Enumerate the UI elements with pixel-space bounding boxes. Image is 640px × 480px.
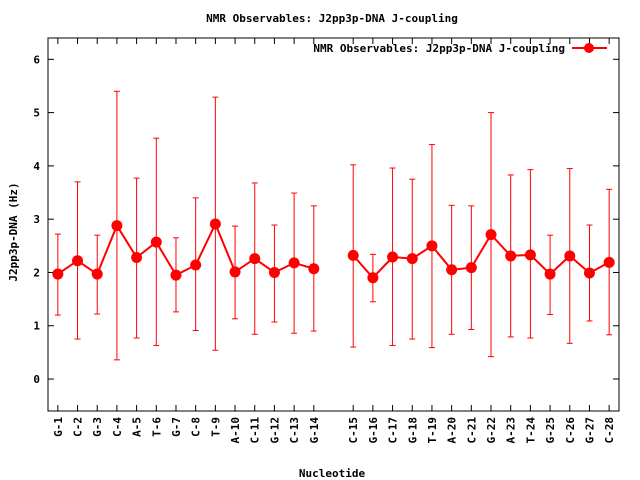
data-point [387, 251, 399, 263]
data-point [131, 252, 143, 264]
data-point [406, 253, 418, 265]
y-tick-label: 3 [33, 213, 40, 226]
x-tick-label: C-8 [190, 417, 203, 437]
x-tick-label: C-28 [603, 417, 616, 444]
data-point [446, 264, 458, 276]
x-tick-label: G-22 [485, 417, 498, 444]
data-point [249, 253, 261, 265]
x-tick-label: G-3 [91, 417, 104, 437]
data-point [426, 240, 438, 252]
x-tick-label: C-17 [387, 417, 400, 444]
x-tick-label: C-26 [564, 417, 577, 444]
data-point [111, 220, 123, 232]
data-point [367, 272, 379, 284]
error-bars [54, 90, 613, 361]
series-lines [57, 221, 610, 280]
data-point [150, 236, 162, 248]
data-point [347, 249, 359, 261]
legend: NMR Observables: J2pp3p-DNA J-coupling [313, 42, 607, 55]
x-tick-label: G-14 [308, 417, 321, 444]
data-point [505, 250, 517, 262]
x-tick-label: C-13 [288, 417, 301, 444]
y-tick-label: 4 [33, 160, 40, 173]
y-tick-label: 1 [33, 320, 40, 333]
data-point [52, 268, 64, 280]
x-tick-label: G-25 [544, 417, 557, 444]
plot-frame [47, 37, 620, 412]
data-point [229, 266, 241, 278]
x-tick-label: G-7 [170, 417, 183, 437]
x-tick-label: A-23 [505, 417, 518, 444]
series-points [52, 218, 615, 284]
data-point [564, 250, 576, 262]
x-tick-label: C-11 [249, 417, 262, 444]
x-axis-ticks: G-1 C-2 G-3 C-4 A-5 T-6 G-7 C-8 T-9 A-10 C-11 G-12 C… [52, 38, 616, 444]
data-point [91, 268, 103, 280]
y-axis-ticks: 0 1 2 3 4 5 6 [33, 53, 619, 386]
x-tick-label: G-12 [268, 417, 281, 444]
x-tick-label: T-19 [426, 417, 439, 444]
data-point [190, 259, 202, 271]
data-point [485, 229, 497, 241]
data-point [170, 269, 182, 281]
plot-axes [47, 37, 620, 412]
data-point [209, 218, 221, 230]
x-tick-label: T-6 [150, 417, 163, 437]
x-tick-label: G-16 [367, 417, 380, 444]
data-point [72, 255, 84, 267]
x-tick-label: G-18 [406, 417, 419, 444]
y-tick-label: 5 [33, 107, 40, 120]
x-tick-label: G-27 [583, 417, 596, 444]
data-point [268, 266, 280, 278]
data-point [603, 256, 615, 268]
x-tick-label: C-2 [72, 417, 85, 437]
data-point [544, 268, 556, 280]
y-tick-label: 2 [33, 266, 40, 279]
x-tick-label: C-21 [465, 417, 478, 444]
x-axis-label: Nucleotide [299, 467, 366, 480]
y-tick-label: 0 [33, 373, 40, 386]
chart-title: NMR Observables: J2pp3p-DNA J-coupling [206, 12, 458, 25]
x-tick-label: C-4 [111, 417, 124, 437]
x-tick-label: T-9 [209, 417, 222, 437]
x-tick-label: G-1 [52, 417, 65, 437]
data-point [524, 249, 536, 261]
x-tick-label: A-20 [446, 417, 459, 444]
y-tick-label: 6 [33, 53, 40, 66]
x-tick-label: A-10 [229, 417, 242, 444]
data-point [288, 257, 300, 269]
data-point [465, 262, 477, 274]
x-tick-label: C-15 [347, 417, 360, 444]
legend-label: NMR Observables: J2pp3p-DNA J-coupling [313, 42, 565, 55]
x-tick-label: A-5 [131, 417, 144, 437]
data-point [308, 263, 320, 275]
legend-marker [584, 43, 594, 53]
data-point [583, 267, 595, 279]
x-tick-label: T-24 [524, 417, 537, 444]
y-axis-label: J2pp3p-DNA (Hz) [7, 182, 20, 281]
